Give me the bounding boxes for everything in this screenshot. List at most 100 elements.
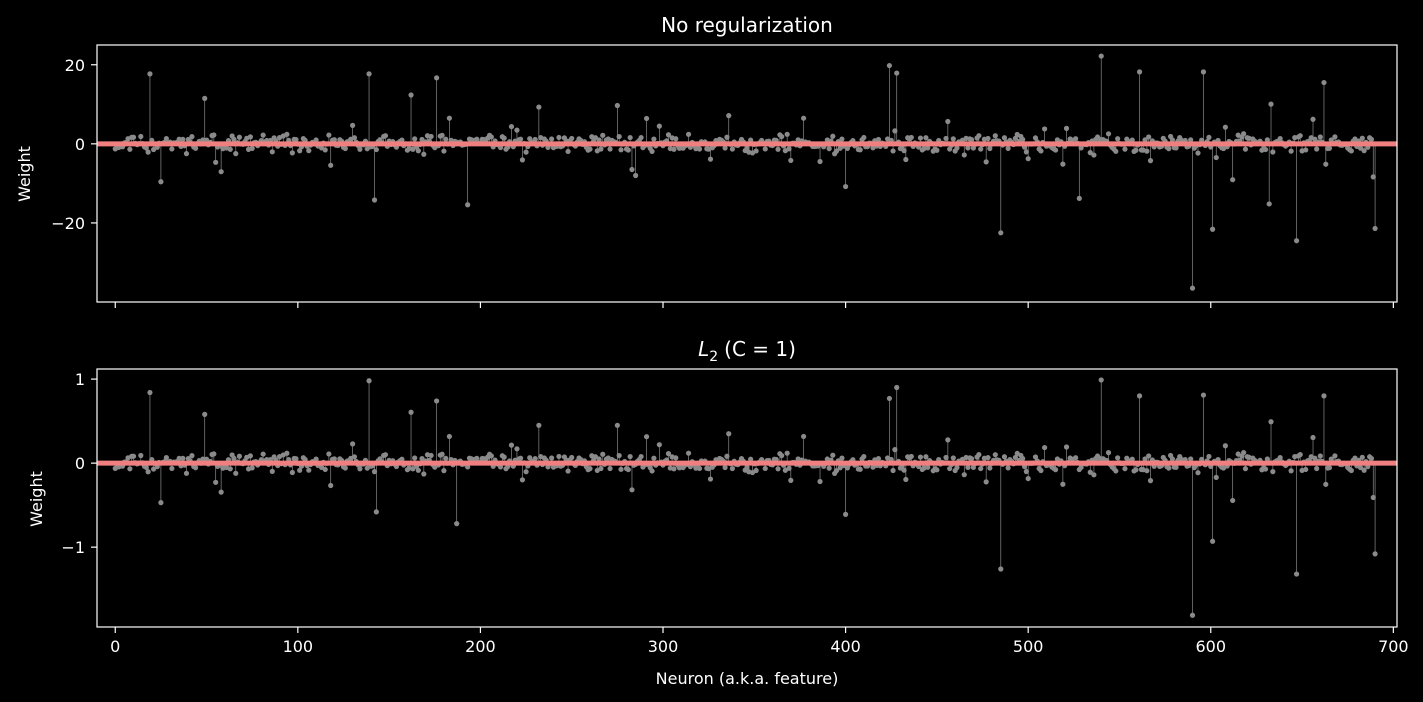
weight-point [1310, 116, 1316, 122]
weight-point [1113, 468, 1119, 474]
weight-point [1020, 455, 1026, 462]
weight-point [629, 166, 635, 173]
weight-point [1303, 147, 1309, 153]
weight-point [328, 482, 334, 489]
weight-point [421, 151, 427, 157]
weight-point [587, 466, 593, 472]
weight-point [1213, 154, 1219, 161]
weight-point [382, 133, 389, 139]
weight-point [696, 146, 703, 152]
weight-point [1195, 150, 1201, 156]
weight-point [1025, 475, 1031, 482]
weight-point [366, 378, 372, 384]
weight-point [722, 464, 728, 471]
weight-point [1241, 449, 1247, 456]
weight-point [454, 521, 460, 527]
weight-point [1361, 467, 1367, 473]
weight-point [1091, 472, 1097, 478]
weight-point [523, 469, 529, 475]
weight-point [1115, 455, 1121, 461]
weight-point [892, 128, 898, 134]
weight-point [1078, 464, 1084, 470]
weight-point [1038, 467, 1044, 474]
weight-point [192, 465, 199, 471]
weight-point [954, 464, 960, 471]
weight-point [1012, 135, 1018, 141]
x-axis-label: Neuron (a.k.a. feature) [656, 669, 839, 688]
weight-point [1372, 225, 1378, 232]
weight-point [1323, 481, 1329, 487]
weight-point [1166, 146, 1172, 152]
panel-title: No regularization [661, 13, 833, 37]
weight-point [1087, 469, 1093, 475]
weight-point [649, 148, 655, 154]
weight-point [1321, 393, 1327, 399]
x-tick-label: 600 [1195, 637, 1226, 656]
weight-point [1001, 454, 1008, 460]
weight-point [474, 136, 480, 142]
weight-point [465, 464, 471, 470]
weight-point [569, 135, 575, 142]
weight-point [322, 466, 328, 473]
weight-point [1052, 467, 1059, 473]
weight-point [465, 202, 471, 208]
weight-point [1213, 474, 1219, 481]
weight-point [1326, 465, 1333, 471]
weight-point [1317, 134, 1323, 140]
x-tick-label: 400 [830, 637, 861, 656]
weight-point [1144, 148, 1150, 154]
weight-point [202, 95, 208, 101]
weight-point [519, 157, 526, 163]
weight-point [176, 136, 182, 142]
weight-point [696, 465, 703, 472]
weight-point [508, 123, 515, 130]
weight-point [249, 465, 255, 471]
weight-point [549, 455, 555, 461]
weight-point [412, 136, 418, 142]
weight-point [673, 455, 679, 461]
weight-point [130, 453, 137, 459]
weight-point [373, 509, 379, 515]
weight-point [1268, 419, 1274, 425]
weight-point [724, 134, 730, 140]
weight-point [1169, 137, 1176, 143]
weight-point [443, 136, 449, 142]
weight-point [1348, 467, 1354, 474]
weight-point [180, 455, 186, 461]
weight-point [1288, 468, 1294, 474]
x-tick-label: 0 [110, 637, 120, 656]
y-tick-label: 1 [75, 370, 85, 389]
weight-point [614, 422, 620, 428]
weight-point [143, 464, 149, 471]
weight-point [1370, 174, 1376, 180]
weight-point [350, 441, 356, 447]
weight-point [1012, 454, 1018, 461]
weight-point [842, 511, 849, 517]
weight-point [1314, 146, 1320, 152]
weight-point [651, 455, 657, 461]
y-tick-label: −1 [61, 538, 85, 557]
weight-point [236, 134, 243, 140]
weight-point [925, 464, 931, 470]
weight-point [894, 384, 900, 391]
weight-point [1332, 453, 1338, 459]
x-tick-label: 500 [1013, 637, 1044, 656]
weight-point [607, 146, 613, 152]
weight-point [1032, 454, 1039, 460]
weight-point [985, 454, 991, 461]
weight-point [1242, 466, 1249, 472]
weight-point [1242, 146, 1249, 152]
weight-point [306, 467, 312, 473]
weight-point [886, 62, 893, 69]
weight-point [350, 122, 356, 128]
y-tick-label: 20 [65, 56, 85, 75]
weight-point [817, 478, 823, 485]
y-axis-label: Weight [15, 146, 34, 202]
weight-point [762, 146, 768, 152]
weight-point [1129, 456, 1135, 462]
weight-point [775, 146, 781, 152]
weight-point [289, 150, 295, 156]
weight-point [801, 433, 807, 440]
weight-point [441, 148, 447, 154]
weight-point [284, 131, 290, 137]
